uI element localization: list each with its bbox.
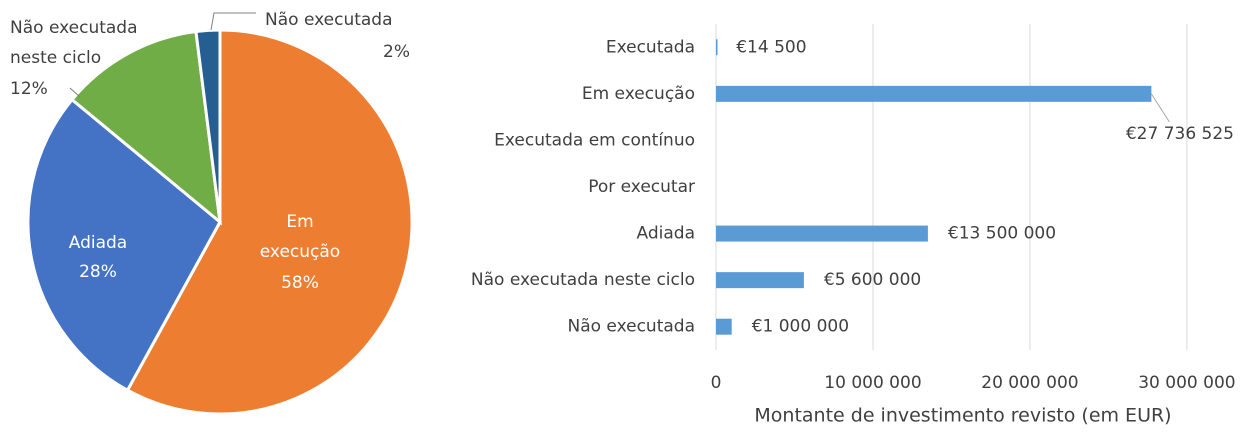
bar	[716, 318, 732, 335]
bar	[716, 225, 928, 242]
x-tick-label: 0	[711, 373, 722, 393]
leader-line	[69, 87, 81, 98]
value-label: €1 000 000	[752, 317, 849, 337]
value-label: €13 500 000	[948, 224, 1056, 244]
pie-slice	[69, 29, 222, 226]
y-tick-label: Executada em contínuo	[494, 130, 695, 150]
slice-label: Adiada	[69, 233, 127, 253]
pie-slice	[194, 28, 222, 223]
bar	[716, 85, 1152, 102]
y-tick-label: Não executada neste ciclo	[471, 270, 695, 290]
x-tick-label: 30 000 000	[1138, 373, 1235, 393]
y-tick-label: Adiada	[637, 224, 695, 244]
y-tick-label: Em execução	[582, 84, 695, 104]
leader-line	[210, 12, 256, 31]
y-tick-label: Por executar	[588, 177, 695, 197]
slice-label: Em execução	[260, 212, 340, 262]
slice-percent: 28%	[79, 262, 117, 282]
slice-percent: 2%	[383, 42, 410, 62]
value-label: €5 600 000	[824, 270, 921, 290]
slice-label: Não executada	[265, 10, 393, 30]
y-tick-label: Executada	[606, 37, 695, 57]
slice-percent: 12%	[10, 79, 48, 99]
x-tick-label: 20 000 000	[981, 373, 1078, 393]
y-tick-label: Não executada	[567, 317, 695, 337]
value-label: €14 500	[736, 37, 806, 57]
bar	[716, 272, 804, 289]
pie-slice	[125, 28, 414, 416]
pie-slice	[26, 97, 222, 393]
slice-label: Não executada neste ciclo	[10, 18, 138, 68]
bar	[716, 39, 718, 56]
leader-line	[1150, 93, 1170, 123]
slice-percent: 58%	[281, 273, 319, 293]
value-label: €27 736 525	[1126, 124, 1234, 144]
x-tick-label: 10 000 000	[824, 373, 921, 393]
x-axis-label: Montante de investimento revisto (em EUR…	[754, 405, 1171, 427]
